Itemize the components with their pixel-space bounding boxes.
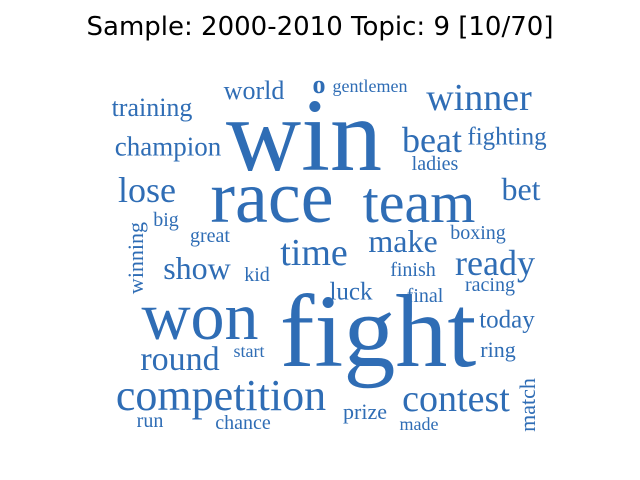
word-made: made xyxy=(399,414,439,434)
word-show: show xyxy=(163,250,231,286)
word-final: final xyxy=(406,285,444,307)
word-champion: champion xyxy=(114,131,222,162)
word-gentlemen: gentlemen xyxy=(332,76,408,96)
word-won: won xyxy=(141,278,259,354)
word-round: round xyxy=(140,341,220,378)
word-team: team xyxy=(362,170,476,235)
word-training: training xyxy=(111,93,193,122)
word-fighting: fighting xyxy=(467,123,547,151)
word-kid: kid xyxy=(244,264,270,286)
word-winner: winner xyxy=(426,77,532,119)
word-winning-vertical: winning xyxy=(123,221,148,295)
word-match: match xyxy=(515,378,540,432)
word-boxing: boxing xyxy=(450,222,506,244)
word-luck: luck xyxy=(329,278,373,306)
word-o: o xyxy=(312,70,326,99)
word-prize: prize xyxy=(343,399,387,424)
word-race: race xyxy=(210,157,334,239)
word-today: today xyxy=(479,306,535,334)
word-win: win xyxy=(226,78,382,193)
word-run: run xyxy=(136,410,164,432)
chart-title: Sample: 2000-2010 Topic: 9 [10/70] xyxy=(86,12,554,42)
word-lose: lose xyxy=(118,170,176,210)
word-great: great xyxy=(190,225,230,247)
word-start: start xyxy=(233,341,265,361)
word-ladies: ladies xyxy=(411,153,459,175)
word-finish: finish xyxy=(390,259,436,281)
word-competition: competition xyxy=(115,371,327,420)
word-contest: contest xyxy=(402,378,510,420)
word-chance: chance xyxy=(215,412,271,434)
word-bet: bet xyxy=(501,171,541,207)
word-make: make xyxy=(368,223,438,259)
word-time: time xyxy=(280,232,348,274)
word-racing: racing xyxy=(465,274,515,296)
word-beat: beat xyxy=(402,120,462,160)
word-big: big xyxy=(153,209,179,231)
word-world: world xyxy=(223,76,285,105)
word-fight: fight xyxy=(279,274,477,389)
word-ready: ready xyxy=(455,243,535,283)
word-ring: ring xyxy=(480,337,516,362)
